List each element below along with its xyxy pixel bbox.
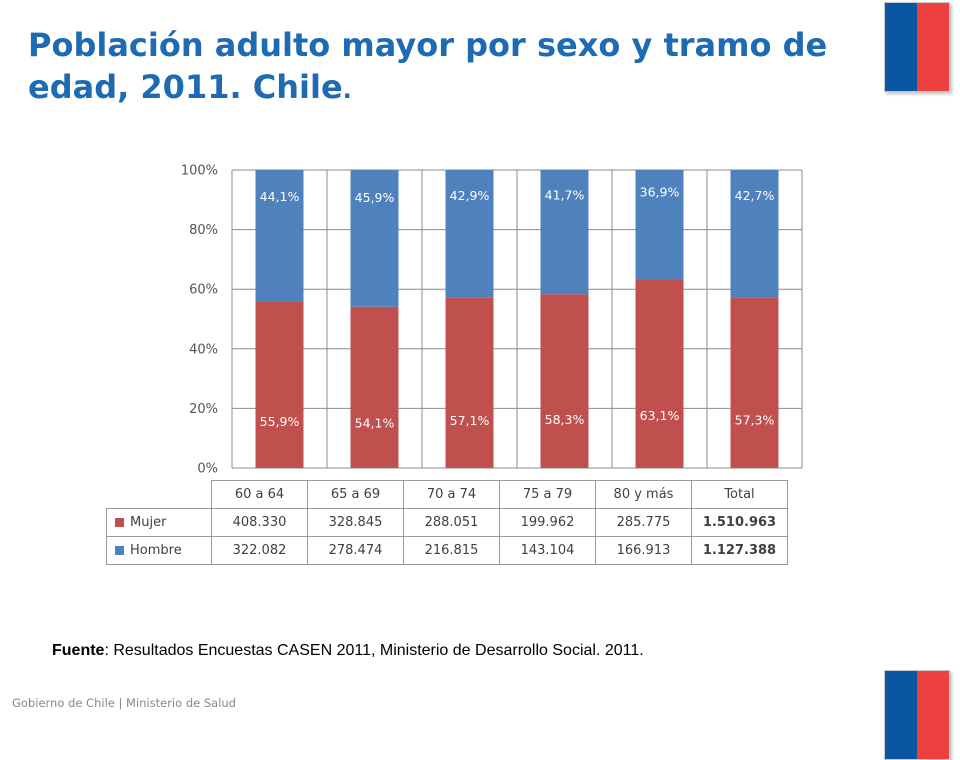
data-label-mujer: 57,3% [735, 413, 775, 428]
bar-hombre [445, 170, 494, 298]
source-note: Fuente: Resultados Encuestas CASEN 2011,… [52, 642, 644, 659]
y-tick-label: 40% [189, 342, 218, 357]
bar-mujer [635, 279, 684, 468]
bar-mujer [350, 306, 399, 468]
bar-hombre [635, 170, 684, 280]
bar-mujer [540, 294, 589, 468]
legend-mujer: Mujer [106, 508, 212, 537]
table-corner [106, 480, 212, 509]
table-header-cell: 80 y más [595, 480, 692, 509]
bar-mujer [730, 297, 779, 468]
table-header-cell: 60 a 64 [211, 480, 308, 509]
data-label-hombre: 36,9% [640, 184, 680, 199]
y-tick-label: 100% [181, 164, 218, 179]
table-cell: 166.913 [595, 536, 692, 565]
y-tick-label: 60% [189, 283, 218, 298]
table-cell-total: 1.127.388 [691, 536, 788, 565]
table-cell: 216.815 [403, 536, 500, 565]
table-cell: 408.330 [211, 508, 308, 537]
y-tick-label: 80% [189, 223, 218, 238]
bar-mujer [445, 297, 494, 468]
data-label-mujer: 55,9% [260, 414, 300, 429]
table-header-cell: Total [691, 480, 788, 509]
legend-hombre: Hombre [106, 536, 212, 565]
y-tick-label: 20% [189, 402, 218, 417]
data-label-mujer: 58,3% [545, 412, 585, 427]
footer-text: Gobierno de Chile | Ministerio de Salud [12, 696, 236, 710]
chile-flag-logo-bottom [884, 670, 950, 760]
bar-hombre [350, 170, 399, 307]
table-cell: 143.104 [499, 536, 596, 565]
table-header-cell: 65 a 69 [307, 480, 404, 509]
data-table: 60 a 64 65 a 69 70 a 74 75 a 79 80 y más… [106, 480, 788, 565]
table-cell: 328.845 [307, 508, 404, 537]
bar-hombre [255, 170, 304, 302]
table-row-mujer: Mujer 408.330 328.845 288.051 199.962 28… [106, 508, 788, 537]
data-label-hombre: 45,9% [355, 190, 395, 205]
data-label-hombre: 41,7% [545, 187, 585, 202]
slide-title: Población adulto mayor por sexo y tramo … [28, 26, 828, 106]
bar-hombre [540, 170, 589, 295]
y-tick-label: 0% [197, 462, 218, 477]
table-cell: 278.474 [307, 536, 404, 565]
table-row-hombre: Hombre 322.082 278.474 216.815 143.104 1… [106, 536, 788, 565]
chile-flag-logo-top [884, 2, 950, 92]
table-header-row: 60 a 64 65 a 69 70 a 74 75 a 79 80 y más… [106, 480, 788, 509]
stacked-bar-chart: 0% 20% 40% 60% 80% 100% 55,9% 44,1% 54,1% 45,9% 57… [181, 164, 803, 477]
table-cell: 288.051 [403, 508, 500, 537]
hombre-swatch-icon [115, 546, 124, 555]
data-label-hombre: 44,1% [260, 189, 300, 204]
bar-hombre [730, 170, 779, 298]
data-label-mujer: 54,1% [355, 415, 395, 430]
data-label-mujer: 57,1% [450, 413, 490, 428]
data-label-mujer: 63,1% [640, 408, 680, 423]
bar-mujer [255, 301, 304, 468]
table-cell: 199.962 [499, 508, 596, 537]
mujer-swatch-icon [115, 518, 124, 527]
table-header-cell: 75 a 79 [499, 480, 596, 509]
table-cell: 322.082 [211, 536, 308, 565]
table-cell-total: 1.510.963 [691, 508, 788, 537]
table-header-cell: 70 a 74 [403, 480, 500, 509]
data-label-hombre: 42,7% [735, 188, 775, 203]
table-cell: 285.775 [595, 508, 692, 537]
data-label-hombre: 42,9% [450, 188, 490, 203]
